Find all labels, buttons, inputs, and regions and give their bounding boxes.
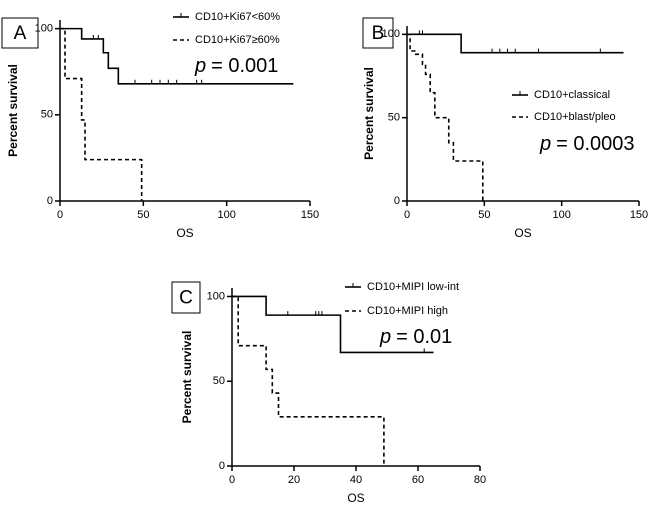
- y-tick-label: 0: [219, 460, 225, 472]
- x-axis-label: OS: [176, 226, 193, 240]
- x-tick-label: 150: [301, 209, 319, 221]
- panel-label: B: [372, 23, 385, 44]
- x-tick-label: 0: [229, 474, 235, 486]
- p-value-text: = 0.0003: [556, 133, 634, 155]
- x-tick-label: 0: [57, 209, 63, 221]
- y-tick-label: 50: [213, 375, 225, 387]
- y-tick-label: 50: [388, 112, 400, 124]
- survival-curve: [232, 295, 434, 354]
- x-tick-label: 60: [412, 474, 424, 486]
- x-axis-label: OS: [514, 226, 531, 240]
- y-tick-label: 100: [382, 28, 400, 40]
- y-axis-label: Percent survival: [362, 67, 376, 160]
- y-tick-label: 50: [41, 109, 53, 121]
- p-value: p = 0.01: [379, 326, 452, 348]
- x-tick-label: 100: [217, 209, 235, 221]
- panel: C 0 50 100 0 20 40 60 80 OS Percent survival CD10+M…: [171, 281, 486, 505]
- y-axis-label: Percent survival: [180, 331, 194, 424]
- x-tick-label: 0: [404, 209, 410, 221]
- y-tick-label: 100: [207, 290, 225, 302]
- panel-label-box: [1, 17, 39, 49]
- panel: A 0 50 100 0 50 100 150 OS Percent survival CD10+K…: [1, 11, 319, 240]
- x-tick-label: 40: [350, 474, 362, 486]
- p-symbol: p: [539, 133, 551, 155]
- panel-label-box: [171, 281, 201, 314]
- p-symbol: p: [194, 55, 206, 77]
- survival-curve: [407, 33, 484, 201]
- x-tick-label: 80: [474, 474, 486, 486]
- p-value: p = 0.0003: [539, 133, 635, 155]
- legend-label: CD10+blast/pleo: [534, 111, 616, 123]
- x-tick-label: 100: [552, 209, 570, 221]
- y-tick-label: 0: [47, 195, 53, 207]
- survival-curve: [232, 295, 385, 466]
- y-tick-label: 0: [394, 195, 400, 207]
- panel-label-box: [362, 17, 394, 49]
- legend-label: CD10+MIPI low-int: [367, 281, 459, 293]
- p-symbol: p: [379, 326, 391, 348]
- legend-label: CD10+Ki67≥60%: [195, 34, 280, 46]
- survival-curve: [407, 33, 624, 54]
- survival-curve: [60, 27, 294, 85]
- p-value-text: = 0.001: [211, 55, 278, 77]
- x-tick-label: 20: [288, 474, 300, 486]
- x-tick-label: 50: [478, 209, 490, 221]
- legend-label: CD10+MIPI high: [367, 305, 448, 317]
- y-axis-label: Percent survival: [6, 64, 20, 157]
- y-tick-label: 100: [35, 23, 53, 35]
- x-tick-label: 50: [137, 209, 149, 221]
- panel: B 0 50 100 0 50 100 150 OS Percent survival CD10+c…: [362, 17, 648, 240]
- x-tick-label: 150: [630, 209, 648, 221]
- panel-label: A: [14, 23, 27, 44]
- p-value: p = 0.001: [194, 55, 278, 77]
- p-value-text: = 0.01: [396, 326, 452, 348]
- legend-label: CD10+classical: [534, 89, 610, 101]
- x-axis-label: OS: [347, 491, 364, 505]
- survival-curve: [60, 27, 143, 201]
- panel-label: C: [179, 288, 193, 309]
- legend-label: CD10+Ki67<60%: [195, 11, 280, 23]
